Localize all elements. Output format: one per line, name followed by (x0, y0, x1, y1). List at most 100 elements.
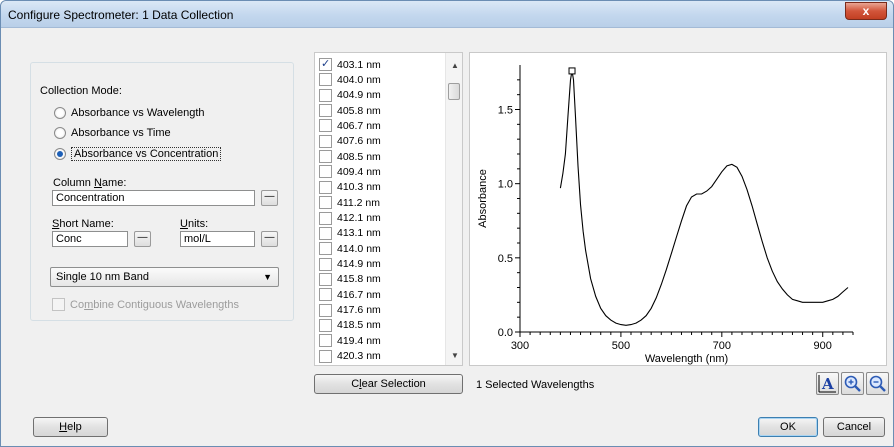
wavelength-checkbox[interactable] (319, 73, 332, 87)
ok-button[interactable]: OK (758, 417, 818, 437)
x-tick-label: 900 (814, 340, 832, 352)
wavelength-checkbox[interactable] (319, 165, 332, 179)
wavelength-list-item[interactable]: 413.1 nm (319, 226, 381, 240)
wavelength-checkbox[interactable] (319, 104, 332, 118)
wavelength-label: 414.9 nm (337, 258, 381, 271)
y-tick-label: 1.0 (498, 179, 513, 191)
wavelength-list-item[interactable]: 414.0 nm (319, 242, 381, 256)
wavelength-label: 404.9 nm (337, 89, 381, 102)
y-tick-label: 0.5 (498, 253, 513, 265)
clear-selection-button[interactable]: Clear Selection (314, 374, 463, 394)
wavelength-label: 413.1 nm (337, 227, 381, 240)
svg-text:A: A (821, 375, 834, 393)
wavelength-checkbox[interactable] (319, 288, 332, 302)
scrollbar-thumb[interactable] (448, 83, 460, 100)
short-name-input[interactable]: Conc (52, 231, 128, 247)
y-tick-label: 1.5 (498, 105, 513, 117)
radio-button[interactable] (54, 107, 66, 119)
combine-contiguous-label: Combine Contiguous Wavelengths (70, 298, 239, 311)
short-name-label: Short Name: (52, 218, 114, 230)
absorbance-spectrum-chart[interactable]: 300 500 700 900 0.0 0.5 1.0 1.5 Wavelength (nm) A… (470, 53, 888, 367)
scroll-down-icon[interactable]: ▼ (451, 351, 459, 360)
autoscale-button[interactable]: A (816, 372, 839, 395)
wavelength-list-item[interactable]: 412.1 nm (319, 211, 381, 225)
column-name-input[interactable]: Concentration (52, 190, 255, 206)
zoom-out-icon (869, 375, 886, 392)
wavelength-list-item[interactable]: 419.4 nm (319, 334, 381, 348)
close-icon: x (862, 4, 870, 18)
wavelength-checkbox[interactable] (319, 196, 332, 210)
band-select[interactable]: Single 10 nm Band ▼ (50, 267, 279, 287)
wavelength-list-item[interactable]: 403.1 nm (319, 57, 381, 71)
wavelength-checkbox[interactable] (319, 272, 332, 286)
column-name-dropdown-button[interactable]: — (261, 190, 278, 206)
wavelength-list-item[interactable]: 409.4 nm (319, 165, 381, 179)
wavelength-checkbox[interactable] (319, 119, 332, 133)
cancel-button[interactable]: Cancel (823, 417, 885, 437)
wavelength-list-item[interactable]: 406.7 nm (319, 119, 381, 133)
wavelength-list-item[interactable]: 405.8 nm (319, 104, 381, 118)
radio-absorbance-vs-wavelength[interactable]: Absorbance vs Wavelength (54, 107, 205, 119)
wavelength-list-item[interactable]: 404.0 nm (319, 73, 381, 87)
radio-absorbance-vs-time[interactable]: Absorbance vs Time (54, 127, 171, 139)
zoom-out-button[interactable] (866, 372, 889, 395)
combine-contiguous-checkbox-row[interactable]: Combine Contiguous Wavelengths (52, 298, 239, 311)
wavelength-label: 410.3 nm (337, 181, 381, 194)
radio-label: Absorbance vs Time (71, 127, 171, 139)
window-title: Configure Spectrometer: 1 Data Collectio… (8, 8, 234, 22)
wavelength-checkbox[interactable] (319, 334, 332, 348)
wavelength-label: 418.5 nm (337, 319, 381, 332)
wavelength-label: 416.7 nm (337, 288, 381, 301)
radio-label: Absorbance vs Concentration (71, 147, 222, 161)
wavelength-checkbox[interactable] (319, 180, 332, 194)
collection-mode-group (30, 62, 294, 321)
dash-icon: — (264, 191, 275, 202)
column-name-label: Column Name: (53, 177, 127, 189)
radio-button[interactable] (54, 127, 66, 139)
absorbance-chart-panel[interactable]: 300 500 700 900 0.0 0.5 1.0 1.5 Wavelength (nm) A… (469, 52, 887, 366)
y-axis-label: Absorbance (477, 169, 489, 228)
wavelength-checkbox[interactable] (319, 226, 332, 240)
units-dropdown-button[interactable]: — (261, 231, 278, 247)
wavelength-list-item[interactable]: 407.6 nm (319, 134, 381, 148)
units-input[interactable]: mol/L (180, 231, 255, 247)
chevron-down-icon: ▼ (263, 272, 272, 282)
wavelength-checkbox[interactable] (319, 88, 332, 102)
wavelength-list-item[interactable]: 416.7 nm (319, 288, 381, 302)
radio-absorbance-vs-concentration[interactable]: Absorbance vs Concentration (54, 147, 222, 161)
absorbance-series-line (559, 70, 849, 326)
units-label: Units: (180, 218, 209, 230)
selected-wavelength-marker (568, 67, 576, 75)
zoom-in-button[interactable] (841, 372, 864, 395)
wavelength-checkbox[interactable] (319, 349, 332, 363)
wavelength-checkbox[interactable] (319, 242, 332, 256)
combine-contiguous-checkbox[interactable] (52, 298, 65, 311)
wavelength-list-item[interactable]: 420.3 nm (319, 349, 381, 363)
wavelength-list-item[interactable]: 418.5 nm (319, 318, 381, 332)
wavelength-checkbox[interactable] (319, 318, 332, 332)
x-tick-label: 300 (511, 340, 529, 352)
wavelength-list-item[interactable]: 411.2 nm (319, 196, 380, 210)
wavelength-list-item[interactable]: 410.3 nm (319, 180, 381, 194)
wavelength-list-item[interactable]: 408.5 nm (319, 150, 381, 164)
wavelength-list-item[interactable]: 414.9 nm (319, 257, 381, 271)
wavelength-checkbox[interactable] (319, 257, 332, 271)
title-bar[interactable]: Configure Spectrometer: 1 Data Collectio… (1, 1, 893, 28)
wavelength-checkbox[interactable] (319, 211, 332, 225)
wavelength-checkbox[interactable] (319, 57, 332, 71)
wavelength-list-item[interactable]: 417.6 nm (319, 303, 381, 317)
wavelength-checkbox[interactable] (319, 134, 332, 148)
y-tick-label: 0.0 (498, 327, 513, 339)
wavelength-list-scrollbar[interactable]: ▲ ▼ (445, 53, 462, 365)
scroll-up-icon[interactable]: ▲ (451, 61, 459, 70)
wavelength-list-item[interactable]: 415.8 nm (319, 272, 381, 286)
wavelength-checkbox[interactable] (319, 303, 332, 317)
short-name-dropdown-button[interactable]: — (134, 231, 151, 247)
radio-button[interactable] (54, 148, 66, 160)
help-button[interactable]: Help (33, 417, 108, 437)
wavelength-checkbox[interactable] (319, 150, 332, 164)
close-button[interactable]: x (845, 2, 887, 20)
wavelength-list-item[interactable]: 404.9 nm (319, 88, 381, 102)
wavelength-list[interactable]: ▲ ▼ 403.1 nm 404.0 nm 404.9 nm 405.8 nm 406.… (314, 52, 463, 366)
